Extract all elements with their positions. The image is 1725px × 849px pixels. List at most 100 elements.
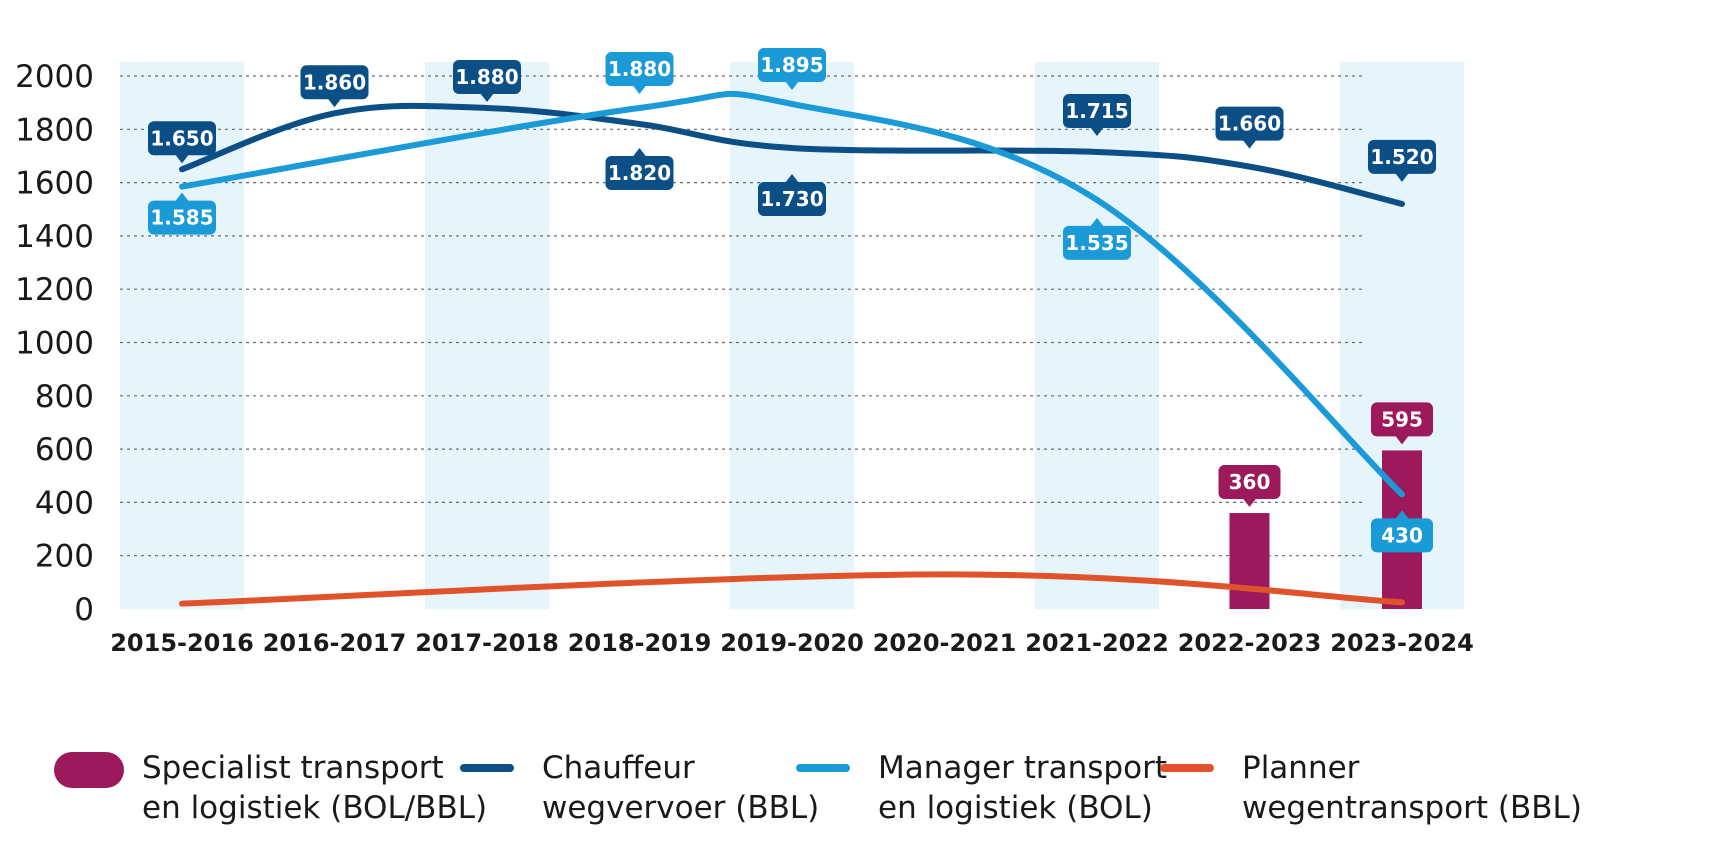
legend-item: Manager transport en logistiek (BOL) — [796, 748, 1167, 828]
data-label-callout: 1.880 — [453, 59, 521, 102]
legend-label: Chauffeur wegvervoer (BBL) — [542, 750, 820, 826]
data-label-pointer — [1395, 510, 1409, 520]
y-tick-label: 2000 — [15, 59, 94, 95]
data-label: 595 — [1381, 407, 1423, 431]
data-label-pointer — [1242, 498, 1257, 508]
x-tick-label: 2021-2022 — [1025, 629, 1169, 657]
y-tick-label: 200 — [35, 539, 94, 575]
legend: Specialist transport en logistiek (BOL/B… — [0, 748, 1725, 848]
column-band — [425, 62, 549, 609]
data-label-callout: 595 — [1371, 402, 1433, 445]
data-label-box — [1368, 139, 1436, 174]
data-label-pointer — [480, 92, 494, 102]
data-label: 1.880 — [608, 57, 671, 81]
y-tick-label: 0 — [74, 592, 94, 628]
x-tick-label: 2018-2019 — [568, 629, 712, 657]
column-band — [1035, 62, 1159, 609]
data-label: 1.650 — [150, 126, 213, 150]
data-label: 1.730 — [760, 187, 823, 211]
data-label-box — [148, 121, 216, 156]
data-label-box — [1218, 465, 1281, 500]
data-label: 1.860 — [303, 70, 366, 94]
data-label-pointer — [327, 98, 342, 108]
data-label: 1.820 — [608, 161, 671, 185]
data-label-pointer — [785, 173, 799, 183]
data-label-callout: 1.895 — [758, 47, 826, 90]
data-label-pointer — [175, 154, 189, 164]
column-band — [730, 62, 854, 609]
y-tick-label: 600 — [35, 432, 94, 468]
data-label: 1.895 — [760, 53, 823, 77]
data-label-callout: 430 — [1371, 510, 1433, 553]
data-label-callout: 360 — [1218, 465, 1281, 508]
data-label: 1.715 — [1065, 99, 1128, 123]
legend-swatch-line — [460, 764, 514, 772]
x-tick-label: 2016-2017 — [263, 629, 407, 657]
data-label-callout: 1.520 — [1368, 139, 1436, 182]
series-line — [179, 571, 1405, 607]
data-label: 1.880 — [455, 65, 518, 89]
x-tick-label: 2019-2020 — [720, 629, 864, 657]
x-tick-label: 2020-2021 — [873, 629, 1017, 657]
data-label-callout: 1.730 — [758, 173, 826, 216]
data-label-callout: 1.820 — [605, 147, 674, 190]
data-label: 1.585 — [150, 206, 213, 230]
data-label-box — [1215, 106, 1284, 141]
x-tick-label: 2023-2024 — [1330, 629, 1474, 657]
data-label-pointer — [175, 192, 189, 202]
data-label-box — [605, 155, 674, 190]
data-label-pointer — [1242, 139, 1257, 149]
data-label-pointer — [632, 84, 647, 94]
data-label-box — [1371, 518, 1433, 553]
legend-swatch-bar — [54, 752, 124, 788]
x-tick-label: 2017-2018 — [415, 629, 559, 657]
data-label-callout: 1.860 — [300, 65, 369, 108]
y-tick-label: 1000 — [15, 326, 94, 362]
legend-label: Planner wegentransport (BBL) — [1242, 750, 1582, 826]
data-label-callout: 1.880 — [605, 51, 674, 94]
line-series — [179, 90, 1405, 607]
data-label-box — [148, 200, 216, 235]
data-labels: 360 595 1.650 1.860 1.880 1.820 1.730 1.715 1.66… — [148, 47, 1436, 553]
y-axis-ticks: 0 200 400 600 800 1000 1200 1400 1600 1800 2000 — [15, 59, 94, 628]
data-label: 360 — [1229, 470, 1271, 494]
data-label: 1.535 — [1065, 231, 1128, 255]
data-label: 1.660 — [1218, 112, 1281, 136]
data-label-pointer — [1395, 172, 1409, 182]
legend-item: Planner wegentransport (BBL) — [1160, 748, 1582, 828]
y-tick-label: 400 — [35, 485, 94, 521]
chart: 0 200 400 600 800 1000 1200 1400 1600 1800 2000 36… — [15, 47, 1474, 657]
data-label-pointer — [1090, 126, 1104, 136]
data-label-callout: 1.660 — [1215, 106, 1284, 149]
data-label-callout: 1.715 — [1063, 93, 1131, 136]
data-label-pointer — [632, 147, 647, 157]
data-label-box — [300, 65, 369, 100]
series-line — [179, 102, 1405, 207]
legend-label: Manager transport en logistiek (BOL) — [878, 750, 1167, 826]
data-label: 1.520 — [1370, 145, 1433, 169]
y-tick-label: 1600 — [15, 166, 94, 202]
data-label-box — [758, 181, 826, 216]
data-label-box — [605, 51, 674, 86]
data-label-pointer — [1090, 217, 1104, 227]
data-label-pointer — [1395, 435, 1409, 445]
legend-swatch-line — [796, 764, 850, 772]
data-label-box — [453, 59, 521, 94]
gridlines — [120, 75, 1365, 557]
y-tick-label: 800 — [35, 379, 94, 415]
legend-item: Specialist transport en logistiek (BOL/B… — [54, 748, 487, 828]
data-label: 430 — [1381, 523, 1423, 547]
x-axis-categories: 2015-2016 2016-2017 2017-2018 2018-2019 2019… — [110, 629, 1474, 657]
y-tick-label: 1800 — [15, 112, 94, 148]
bar — [1229, 513, 1270, 609]
data-label-box — [758, 47, 826, 82]
data-label-callout: 1.535 — [1063, 217, 1131, 260]
data-label-box — [1371, 402, 1433, 437]
legend-swatch-line — [1160, 764, 1214, 772]
data-label-callout: 1.650 — [148, 121, 216, 164]
y-tick-label: 1400 — [15, 219, 94, 255]
data-label-box — [1063, 225, 1131, 260]
legend-label: Specialist transport en logistiek (BOL/B… — [142, 750, 488, 826]
x-tick-label: 2022-2023 — [1178, 629, 1322, 657]
data-label-box — [1063, 93, 1131, 128]
